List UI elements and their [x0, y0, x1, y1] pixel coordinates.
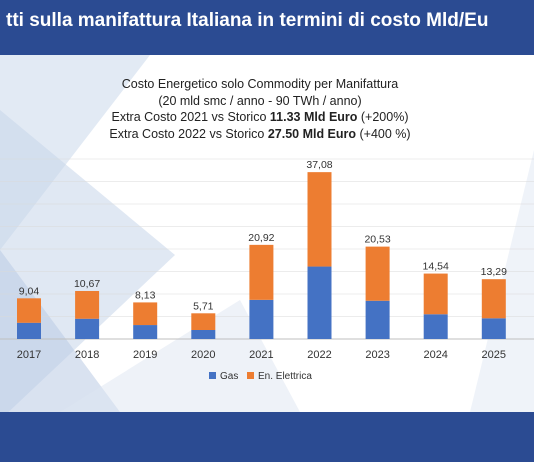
x-tick-label-2018: 2018 — [75, 349, 99, 361]
line4-prefix: Extra Costo 2022 vs Storico — [109, 126, 268, 141]
bar-elettrica-2024 — [423, 273, 448, 315]
data-label-2019: 8,13 — [135, 289, 156, 301]
bar-elettrica-2023 — [365, 246, 390, 301]
line4-bold: 27.50 Mld Euro — [267, 126, 357, 141]
bar-gas-2023 — [365, 300, 390, 339]
bar-gas-2019 — [133, 325, 158, 339]
data-label-2025: 13,29 — [481, 266, 507, 278]
slide-header: tti sulla manifattura Italiana in termin… — [0, 0, 534, 55]
legend-swatch-gas — [209, 372, 216, 379]
legend-label-gas: Gas — [220, 371, 238, 382]
chart-title-line3: Extra Costo 2021 vs Storico 11.33 Mld Eu… — [60, 109, 460, 126]
x-tick-label-2022: 2022 — [307, 349, 331, 361]
chart-title: Costo Energetico solo Commodity per Mani… — [60, 76, 460, 142]
line4-suffix: (+400 %) — [356, 126, 411, 141]
bar-gas-2024 — [423, 314, 448, 339]
slide-footer — [0, 412, 534, 462]
data-label-2017: 9,04 — [19, 285, 40, 297]
x-tick-label-2017: 2017 — [17, 349, 41, 361]
data-label-2022: 37,08 — [306, 159, 332, 171]
x-tick-label-2024: 2024 — [423, 349, 447, 361]
data-label-2024: 14,54 — [423, 261, 449, 273]
legend-label-elettrica: En. Elettrica — [258, 371, 312, 382]
bar-gas-2017 — [17, 322, 41, 339]
bar-elettrica-2017 — [17, 298, 41, 323]
bar-elettrica-2025 — [481, 279, 506, 319]
slide-title: tti sulla manifattura Italiana in termin… — [6, 10, 489, 31]
x-tick-label-2023: 2023 — [365, 349, 389, 361]
chart-title-line2: (20 mld smc / anno - 90 TWh / anno) — [158, 93, 362, 108]
line3-suffix: (+200%) — [357, 110, 409, 124]
data-label-2020: 5,71 — [193, 300, 214, 312]
bar-gas-2022 — [307, 266, 332, 339]
bar-elettrica-2022 — [307, 172, 332, 267]
bar-gas-2018 — [75, 318, 100, 339]
x-tick-label-2019: 2019 — [133, 349, 157, 361]
line3-bold: 11.33 Mld Euro — [269, 110, 358, 124]
line3-prefix: Extra Costo 2021 vs Storico — [111, 110, 270, 124]
chart-title-line1: Costo Energetico solo Commodity per Mani… — [121, 77, 399, 91]
data-label-2023: 20,53 — [364, 234, 390, 246]
data-label-2018: 10,67 — [74, 278, 100, 290]
x-tick-label-2025: 2025 — [482, 349, 506, 361]
x-tick-label-2020: 2020 — [191, 349, 215, 361]
bar-gas-2020 — [191, 330, 216, 339]
bar-gas-2021 — [249, 299, 274, 339]
bar-gas-2025 — [481, 318, 506, 339]
data-label-2021: 20,92 — [248, 232, 274, 244]
bar-elettrica-2021 — [249, 244, 274, 300]
bar-elettrica-2019 — [133, 302, 158, 326]
bar-elettrica-2018 — [75, 290, 100, 319]
x-tick-label-2021: 2021 — [249, 349, 273, 361]
chart-title-line4: Extra Costo 2022 vs Storico 27.50 Mld Eu… — [60, 126, 460, 143]
legend-swatch-elettrica — [247, 372, 254, 379]
bar-elettrica-2020 — [191, 313, 216, 330]
